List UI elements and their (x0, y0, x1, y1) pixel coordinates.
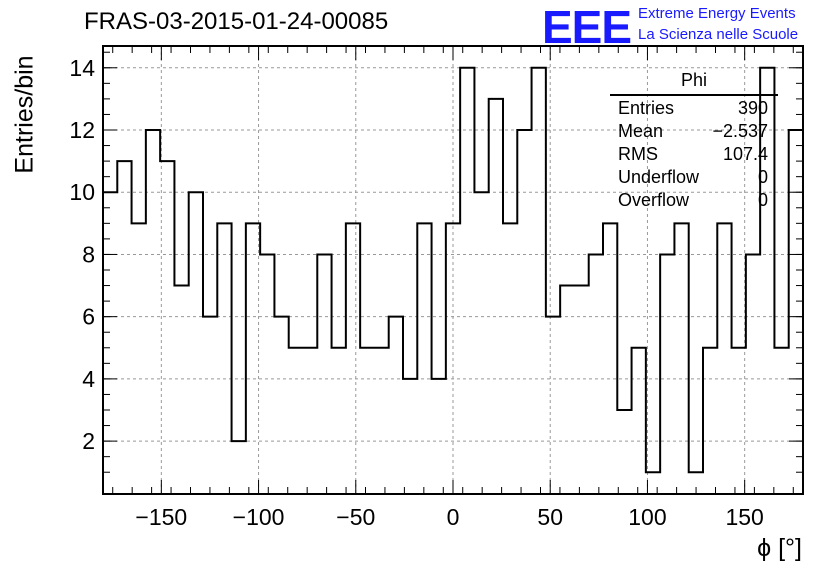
stats-label: Underflow (618, 167, 700, 187)
y-tick-label: 4 (82, 366, 95, 392)
stats-value: 0 (757, 167, 768, 187)
stats-value: 107.4 (722, 144, 768, 164)
x-tick-label: −100 (233, 504, 285, 530)
y-tick-label: 10 (69, 179, 95, 205)
stats-label: Mean (618, 121, 664, 141)
stats-row: Mean −2.537 (610, 120, 778, 143)
plot-frame (102, 45, 804, 495)
stats-row: Overflow 0 (610, 189, 778, 212)
logo-line-1: Extreme Energy Events (638, 5, 796, 22)
stats-label: Entries (618, 98, 675, 118)
eee-logo: EEE (542, 1, 632, 53)
x-tick-label: 0 (447, 504, 460, 530)
histogram-step-line (103, 66, 803, 474)
x-tick-label: −50 (336, 504, 375, 530)
y-tick-label: 14 (69, 55, 95, 81)
stats-label: RMS (618, 144, 658, 164)
y-tick-label: 2 (82, 428, 95, 454)
stats-label: Overflow (618, 190, 690, 210)
stats-value: −2.537 (712, 121, 768, 141)
y-tick-label: 12 (69, 117, 95, 143)
chart-title: FRAS-03-2015-01-24-00085 (84, 8, 389, 35)
x-tick-label: 50 (537, 504, 563, 530)
logo-line-2: La Scienza nelle Scuole (638, 26, 799, 43)
stats-value: 0 (757, 190, 768, 210)
stats-value: 390 (737, 98, 768, 118)
x-tick-label: −150 (135, 504, 187, 530)
stats-box: Phi Entries 390 Mean −2.537 RMS 107.4 Underflo… (610, 70, 778, 212)
stats-box-title: Phi (610, 70, 778, 96)
y-tick-label: 8 (82, 241, 95, 267)
stats-row: RMS 107.4 (610, 143, 778, 166)
eee-logo-caption: Extreme Energy Events La Scienza nelle S… (638, 3, 798, 45)
y-tick-label: 6 (82, 304, 95, 330)
stats-row: Entries 390 (610, 97, 778, 120)
x-tick-label: 100 (628, 504, 666, 530)
stats-rows: Entries 390 Mean −2.537 RMS 107.4 Underflow 0 Ov… (610, 97, 778, 212)
stats-row: Underflow 0 (610, 166, 778, 189)
x-axis-label: ϕ [°] (757, 534, 802, 562)
x-tick-label: 150 (725, 504, 763, 530)
